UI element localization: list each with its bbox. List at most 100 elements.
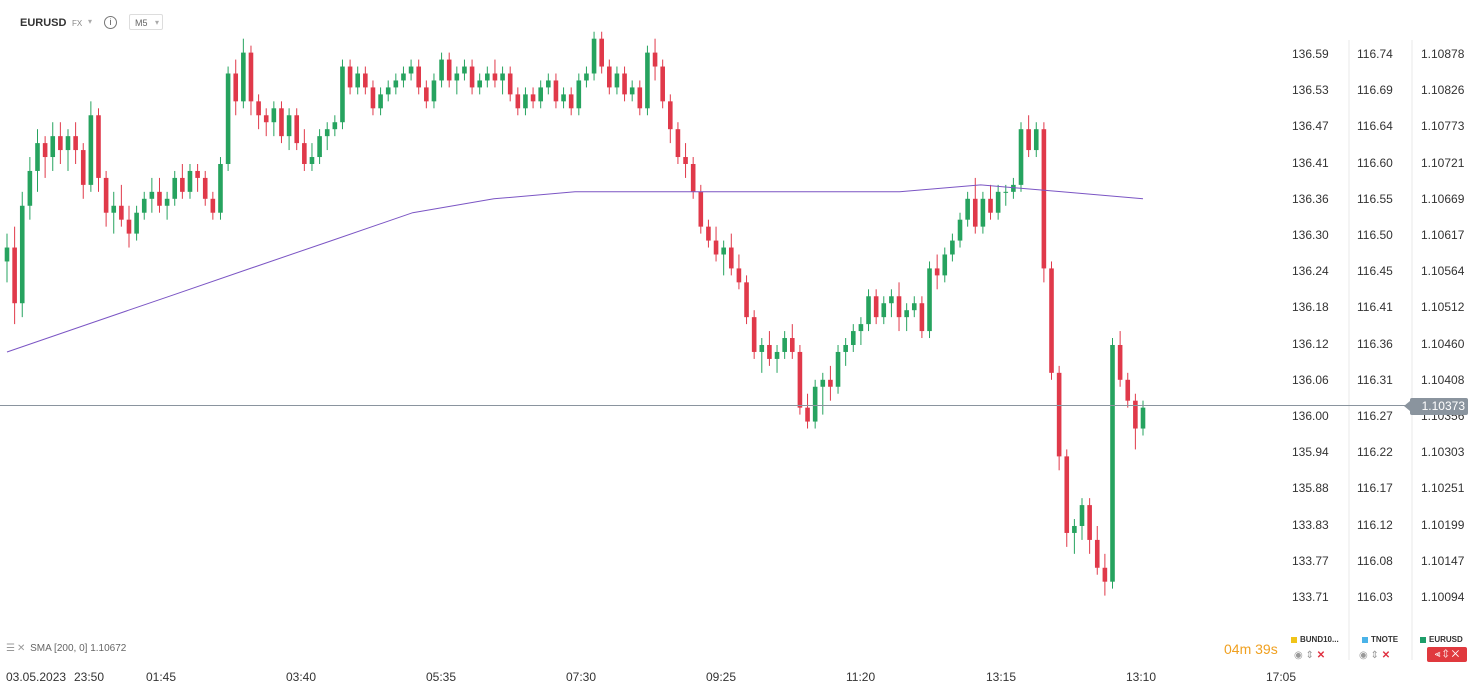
legend-bund-label: BUND10... (1300, 635, 1339, 644)
candle (805, 407, 810, 422)
candle (210, 198, 216, 213)
candle (119, 205, 124, 220)
timeframe-select[interactable]: M5 ▾ (129, 14, 163, 30)
tnote-swatch (1362, 636, 1368, 643)
price-tick-label: 1.10878 (1421, 47, 1465, 61)
candle (485, 73, 490, 81)
candle (835, 351, 841, 387)
candle (1011, 184, 1016, 192)
candle (637, 87, 643, 109)
close-icon[interactable]: ✕ (16, 643, 26, 654)
reorder-icon[interactable]: ⇕ (1443, 649, 1449, 660)
candle (546, 80, 551, 88)
eurusd-swatch (1420, 636, 1426, 643)
price-tick-label: 136.24 (1292, 264, 1329, 279)
candle (141, 198, 147, 213)
price-tick-label: 116.27 (1357, 409, 1393, 423)
candle (812, 386, 818, 422)
candle (180, 177, 185, 192)
candle (134, 212, 139, 234)
candle (462, 66, 467, 74)
candle (576, 80, 582, 109)
candle (111, 205, 117, 213)
time-tick-label: 11:20 (846, 670, 876, 684)
indicator-settings-icon[interactable]: ☰ (6, 643, 15, 654)
price-tick-label: 135.94 (1292, 445, 1329, 460)
info-icon[interactable]: i (104, 16, 117, 29)
candle (195, 170, 200, 178)
candle (477, 80, 482, 88)
reorder-icon[interactable]: ⇕ (1305, 650, 1314, 661)
candle (294, 115, 300, 144)
candle (789, 338, 795, 352)
candle (675, 129, 681, 158)
legend-eurusd-controls[interactable]: ⫷ ⇕ ✕ (1427, 647, 1467, 662)
settings-icon[interactable]: ⫷ (1434, 649, 1441, 660)
candle (1087, 505, 1092, 540)
countdown-minutes: 04 (1224, 641, 1240, 657)
eye-icon[interactable]: ◉ (1359, 650, 1368, 661)
candle (446, 59, 452, 81)
candle (149, 191, 155, 199)
candle (614, 73, 620, 88)
market-label: FX (72, 19, 83, 28)
close-icon[interactable]: ✕ (1451, 649, 1460, 660)
price-tick-label: 116.69 (1357, 83, 1393, 98)
candle (668, 101, 673, 130)
candle (408, 66, 414, 74)
candle (774, 351, 780, 359)
candle (1064, 456, 1070, 533)
candle (241, 52, 246, 102)
price-tick-label: 116.31 (1357, 372, 1393, 387)
time-tick-label: 05:35 (426, 670, 457, 684)
candle (88, 115, 94, 185)
candle (73, 136, 78, 151)
price-tick-label: 1.10826 (1421, 83, 1465, 98)
legend-tnote-label: TNOTE (1371, 635, 1399, 644)
indicator-params: [200, 0] (54, 643, 88, 654)
candle (782, 338, 787, 352)
candle (759, 344, 765, 352)
price-tick-label: 116.45 (1357, 264, 1393, 279)
candle (271, 108, 277, 123)
candle (332, 122, 338, 130)
candle (263, 115, 269, 123)
price-tick-label: 116.55 (1357, 191, 1393, 206)
symbol-label[interactable]: EURUSD (20, 17, 67, 29)
candle (286, 115, 292, 137)
candle (820, 379, 826, 387)
close-icon[interactable]: ✕ (1316, 650, 1326, 661)
price-tick-label: 1.10408 (1421, 372, 1465, 387)
candle (225, 73, 231, 164)
price-tick-label: 136.18 (1292, 300, 1329, 315)
candle (797, 351, 803, 408)
candle (866, 296, 871, 325)
price-tick-label: 116.36 (1357, 336, 1393, 351)
indicator-legend[interactable]: ☰ ✕ SMA [200, 0] 1.10672 (6, 643, 126, 654)
candle (1102, 567, 1108, 582)
candle (629, 87, 635, 95)
candle (1072, 525, 1077, 533)
eye-icon[interactable]: ◉ (1294, 650, 1303, 661)
candle (218, 163, 223, 213)
legend-eurusd: EURUSD (1420, 635, 1463, 644)
candle (42, 143, 48, 158)
candle (934, 268, 940, 276)
candle (698, 191, 704, 227)
chevron-down-icon: ▾ (154, 18, 159, 27)
candle (1117, 344, 1123, 380)
chevron-down-icon[interactable]: ▾ (88, 17, 93, 26)
close-icon[interactable]: ✕ (1381, 650, 1391, 661)
legend-eurusd-label: EURUSD (1429, 635, 1463, 644)
legend-bund-controls: ◉ ⇕ ✕ (1294, 650, 1325, 661)
reorder-icon[interactable]: ⇕ (1370, 650, 1379, 661)
candle (50, 136, 56, 158)
legend-tnote: TNOTE (1362, 635, 1398, 644)
candle (881, 303, 887, 318)
candle (1033, 129, 1039, 151)
candle (1026, 129, 1031, 151)
candle (858, 324, 864, 332)
price-tick-label: 136.59 (1292, 47, 1329, 61)
candle (492, 73, 498, 81)
